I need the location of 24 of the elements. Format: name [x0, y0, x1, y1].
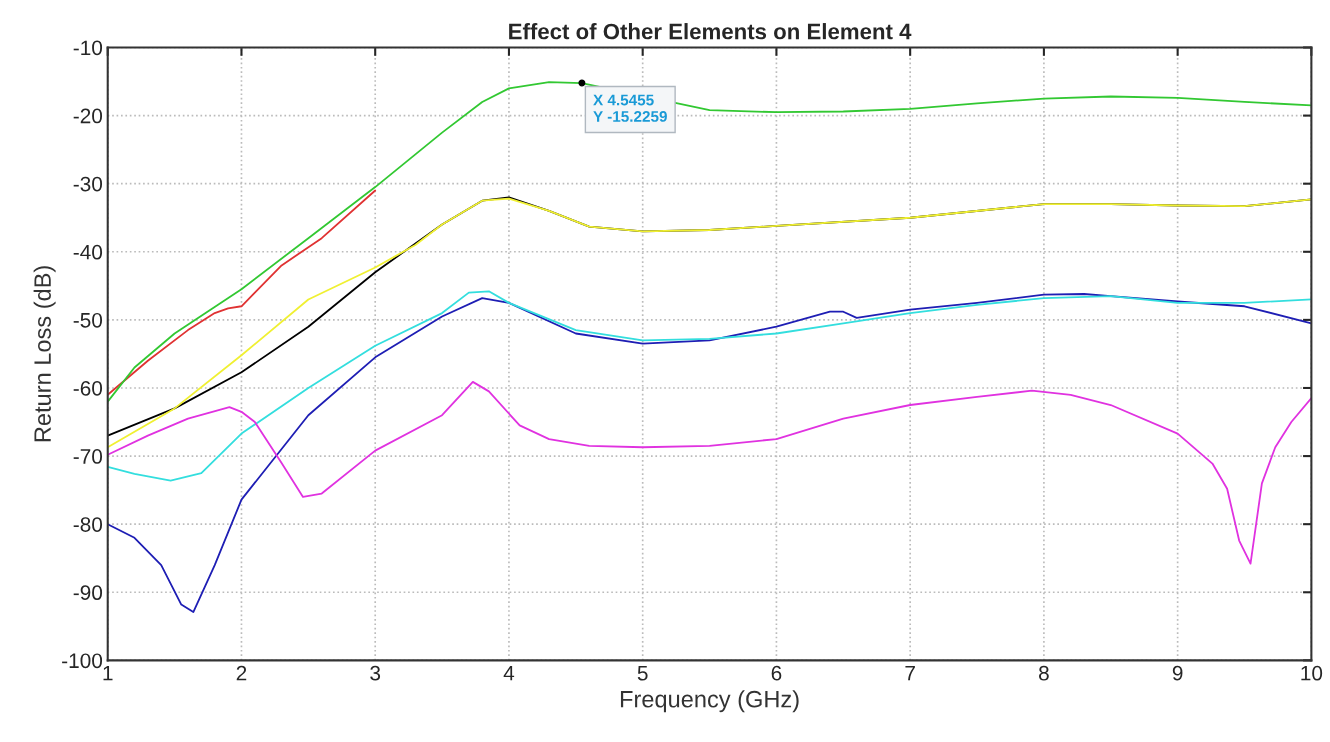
chart-title: Effect of Other Elements on Element 4	[509, 23, 912, 40]
y-tick-label: -60	[73, 380, 103, 396]
x-tick-label: 2	[236, 665, 247, 681]
x-tick-label: 7	[905, 666, 915, 681]
x-tick-label: 6	[771, 665, 782, 681]
y-tick-label: -10	[73, 40, 103, 56]
x-tick-label: 10	[1301, 665, 1323, 681]
y-tick-label: -90	[73, 585, 103, 601]
x-tick-label: 8	[1039, 665, 1049, 681]
y-tick-label: -20	[73, 108, 103, 124]
y-tick-label: -100	[62, 653, 103, 669]
x-tick-label: 4	[503, 666, 515, 681]
x-axis-title: Frequency (GHz)	[620, 690, 799, 713]
y-axis-title: Return Loss (dB)	[33, 266, 56, 442]
y-tick-label: -40	[73, 244, 103, 260]
y-tick-label: -80	[73, 517, 103, 532]
x-tick-label: 3	[370, 665, 381, 681]
x-tick-label: 5	[637, 666, 648, 681]
y-tick-label: -50	[73, 312, 103, 328]
y-tick-label: -30	[73, 176, 103, 192]
annotation: X 4.5455 Y -15.2259	[593, 94, 667, 122]
y-tick-label: -70	[73, 449, 103, 464]
x-tick-label: 9	[1172, 665, 1183, 681]
x-tick-label: 1	[103, 666, 113, 681]
